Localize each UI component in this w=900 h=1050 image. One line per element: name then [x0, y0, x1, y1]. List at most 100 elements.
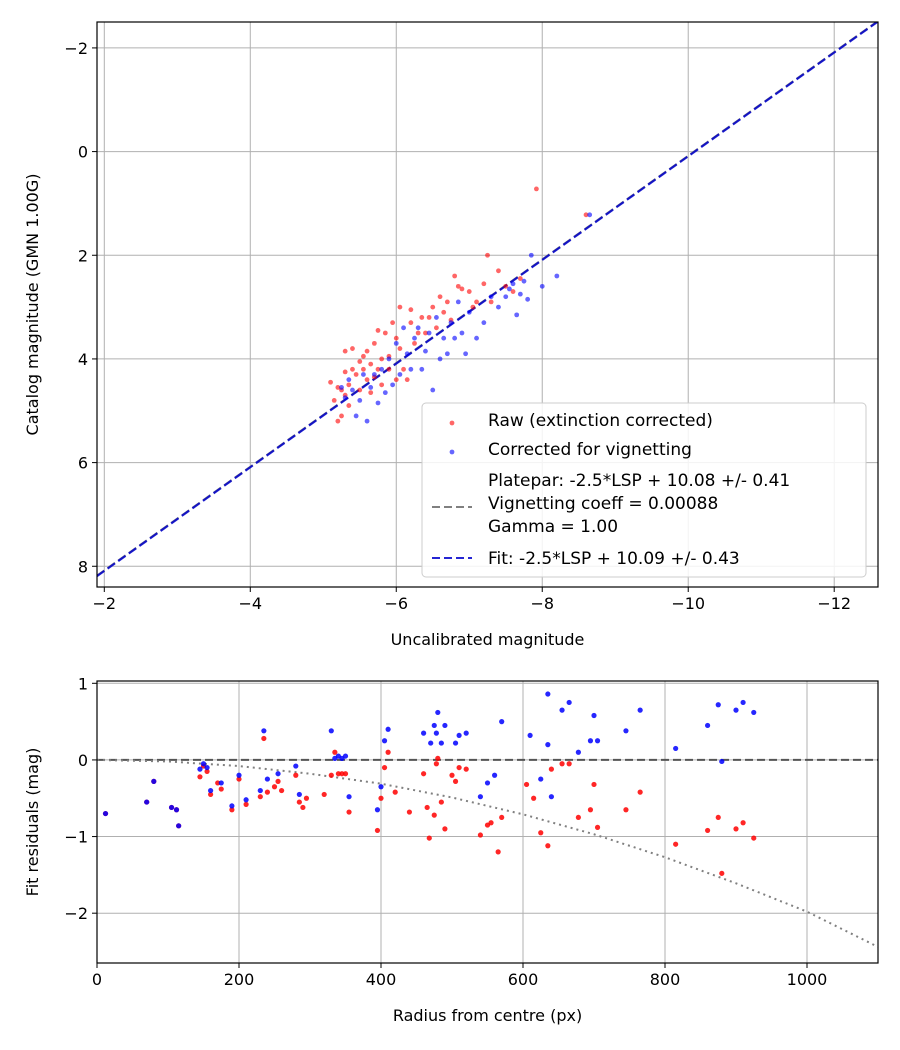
data-point: [623, 807, 629, 813]
data-point: [455, 283, 461, 289]
x-axis-label: Uncalibrated magnitude: [391, 630, 585, 649]
data-point: [378, 784, 384, 790]
data-point: [197, 774, 203, 780]
data-point: [705, 722, 711, 729]
data-point: [229, 803, 235, 809]
data-point: [415, 325, 421, 331]
data-point: [449, 772, 455, 778]
x-tick-label: 1000: [787, 970, 828, 989]
data-point: [470, 304, 476, 310]
data-point: [430, 304, 436, 310]
x-tick-label: 400: [366, 970, 397, 989]
data-point: [594, 738, 601, 744]
data-point: [673, 841, 679, 847]
data-point: [435, 709, 441, 716]
data-point: [379, 382, 385, 388]
y-tick-label: −2: [64, 904, 88, 923]
data-point: [168, 804, 175, 811]
data-point: [350, 366, 355, 372]
data-point: [441, 335, 447, 341]
data-point: [583, 212, 589, 218]
data-point: [342, 395, 348, 401]
data-point: [428, 740, 434, 746]
data-point: [448, 320, 454, 326]
data-point: [368, 361, 374, 367]
data-point: [426, 315, 432, 320]
data-point: [243, 801, 249, 807]
legend-label: Vignetting coeff = 0.00088: [488, 494, 718, 514]
data-point: [517, 291, 523, 297]
data-point: [342, 369, 348, 375]
data-point: [293, 763, 299, 769]
data-point: [346, 382, 352, 388]
data-point: [293, 772, 299, 778]
data-point: [368, 390, 374, 396]
data-point: [271, 784, 278, 790]
data-point: [393, 340, 399, 346]
y-tick-label: 4: [78, 350, 88, 369]
data-point: [587, 807, 594, 813]
data-point: [474, 299, 479, 305]
legend-entry-fit: Fit: -2.5*LSP + 10.09 +/- 0.43: [432, 549, 740, 569]
data-point: [261, 735, 267, 742]
data-point: [637, 707, 643, 713]
data-point: [705, 827, 711, 834]
y-tick-label: −1: [64, 828, 88, 847]
data-point: [591, 712, 597, 719]
x-tick-label: −10: [671, 594, 705, 613]
data-point: [591, 781, 597, 788]
legend-label: Gamma = 1.00: [488, 517, 618, 537]
data-point: [459, 330, 465, 336]
data-point: [438, 740, 444, 746]
x-tick-label: 800: [650, 970, 681, 989]
data-point: [264, 789, 270, 795]
data-point: [488, 299, 494, 305]
data-point: [361, 353, 366, 359]
data-point: [528, 252, 534, 258]
data-point: [382, 390, 388, 396]
data-point: [397, 346, 403, 351]
x-tick-label: −12: [817, 594, 851, 613]
data-point: [296, 791, 302, 798]
data-point: [566, 761, 572, 767]
data-point: [456, 764, 462, 771]
data-point: [408, 307, 414, 313]
legend-box: [421, 402, 867, 578]
data-point: [421, 730, 427, 736]
data-point: [236, 772, 242, 778]
data-point: [531, 795, 537, 801]
data-point: [545, 691, 551, 697]
data-point: [548, 794, 555, 800]
data-point: [485, 252, 490, 258]
data-point: [559, 761, 565, 767]
data-point: [208, 791, 214, 798]
data-point: [357, 387, 363, 393]
data-point: [357, 397, 363, 403]
data-point: [444, 351, 450, 357]
y-tick-label: 1: [78, 674, 88, 693]
data-point: [525, 296, 531, 302]
legend-marker: [449, 420, 455, 426]
data-point: [452, 273, 458, 279]
data-point: [514, 312, 520, 318]
data-point: [474, 335, 479, 341]
data-point: [296, 799, 302, 805]
series-corrected: [339, 212, 593, 424]
y-tick-label: 8: [78, 557, 88, 576]
chart-2: 0 200 400 600 800 1000 −2 −1 0 1 Radius from centr…: [23, 674, 879, 1025]
data-point: [102, 810, 109, 817]
data-point: [431, 722, 437, 729]
data-point: [715, 814, 721, 821]
data-point: [264, 776, 270, 782]
data-point: [481, 320, 487, 326]
data-point: [673, 745, 679, 752]
legend-label: Fit: -2.5*LSP + 10.09 +/- 0.43: [488, 549, 740, 569]
data-point: [346, 377, 352, 383]
data-point: [510, 289, 516, 294]
data-point: [393, 377, 399, 383]
y-tick-label: 2: [78, 246, 88, 265]
data-point: [382, 330, 388, 336]
data-point: [328, 379, 333, 385]
data-point: [393, 335, 399, 341]
data-point: [275, 778, 281, 784]
